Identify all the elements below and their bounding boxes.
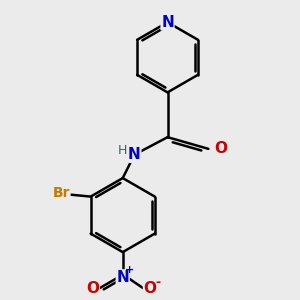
Text: N: N [128,147,141,162]
Text: O: O [214,141,227,156]
Text: N: N [116,270,129,285]
Text: -: - [155,276,160,289]
Text: H: H [117,143,127,157]
Text: N: N [161,15,174,30]
Text: Br: Br [53,186,70,200]
Text: O: O [143,281,157,296]
Text: +: + [125,266,134,275]
Text: O: O [86,281,99,296]
